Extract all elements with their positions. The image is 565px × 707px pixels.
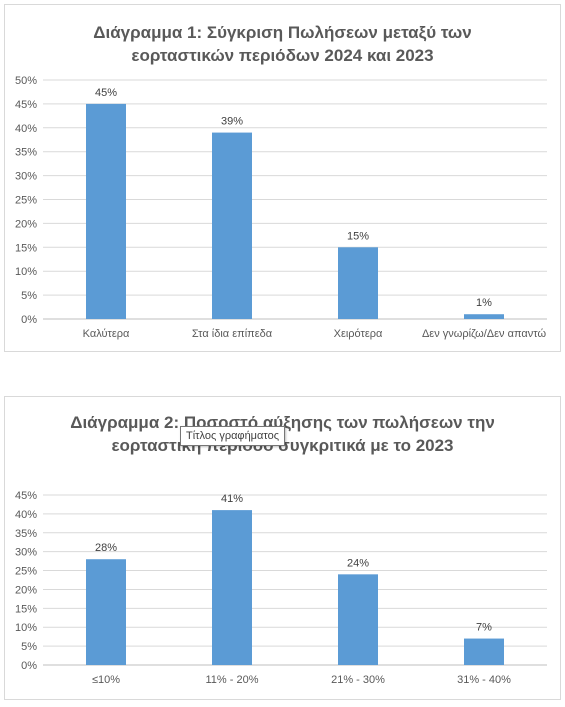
chart-2-data-label: 41% bbox=[221, 493, 243, 505]
chart-1-x-tick-label: Καλύτερα bbox=[83, 328, 130, 340]
chart-2-y-tick-label: 10% bbox=[15, 622, 37, 634]
chart-1-y-tick-label: 50% bbox=[15, 75, 37, 87]
chart-1-data-label: 15% bbox=[347, 230, 369, 242]
chart-1-bar[interactable] bbox=[212, 132, 252, 319]
chart-2-y-tick-label: 30% bbox=[15, 547, 37, 559]
chart-1-y-tick-label: 0% bbox=[21, 314, 37, 326]
chart-1-y-tick-label: 5% bbox=[21, 290, 37, 302]
chart-2-y-tick-label: 45% bbox=[15, 490, 37, 502]
chart-2-y-tick-label: 35% bbox=[15, 528, 37, 540]
chart-2[interactable]: Διάγραμμα 2: Ποσοστό αύξησης των πωλήσεω… bbox=[4, 396, 561, 700]
chart-2-data-label: 24% bbox=[347, 557, 369, 569]
chart-1-title[interactable]: Διάγραμμα 1: Σύγκριση Πωλήσεων μεταξύ τω… bbox=[5, 21, 560, 67]
chart-2-data-label: 7% bbox=[476, 622, 492, 634]
chart-2-y-tick-label: 20% bbox=[15, 584, 37, 596]
chart-1-x-tick-label: Χειρότερα bbox=[334, 328, 383, 340]
chart-1-y-tick-label: 25% bbox=[15, 195, 37, 207]
chart-2-x-tick-label: 21% - 30% bbox=[331, 674, 385, 686]
chart-1-title-line-2: εορταστικών περιόδων 2024 και 2023 bbox=[131, 46, 434, 65]
chart-2-x-tick-label: 11% - 20% bbox=[206, 674, 259, 686]
chart-2-title-line-1: Διάγραμμα 2: Ποσοστό αύξησης των πωλήσεω… bbox=[70, 413, 495, 432]
chart-2-y-tick-label: 25% bbox=[15, 566, 37, 578]
chart-1-data-label: 1% bbox=[476, 297, 492, 309]
chart-2-bar[interactable] bbox=[338, 574, 378, 665]
chart-1-title-line-1: Διάγραμμα 1: Σύγκριση Πωλήσεων μεταξύ τω… bbox=[93, 23, 472, 42]
chart-2-bar[interactable] bbox=[464, 638, 504, 665]
chart-1-y-tick-label: 45% bbox=[15, 99, 37, 111]
chart-2-data-label: 28% bbox=[95, 542, 117, 554]
chart-1-bar[interactable] bbox=[464, 314, 504, 319]
chart-1-bar[interactable] bbox=[338, 247, 378, 319]
chart-1-x-tick-label: Δεν γνωρίζω/Δεν απαντώ bbox=[422, 328, 547, 340]
chart-1-y-tick-label: 10% bbox=[15, 266, 37, 278]
chart-1-data-label: 39% bbox=[221, 116, 243, 128]
chart-1-data-label: 45% bbox=[95, 87, 117, 99]
chart-2-bar[interactable] bbox=[212, 510, 252, 665]
chart-title-tooltip: Τίτλος γραφήματος bbox=[180, 426, 285, 446]
chart-2-y-tick-label: 40% bbox=[15, 509, 37, 521]
chart-1[interactable]: Διάγραμμα 1: Σύγκριση Πωλήσεων μεταξύ τω… bbox=[4, 4, 561, 352]
chart-2-y-tick-label: 0% bbox=[21, 660, 37, 672]
chart-2-x-tick-label: 31% - 40% bbox=[457, 674, 511, 686]
chart-1-y-tick-label: 20% bbox=[15, 218, 37, 230]
chart-2-y-tick-label: 15% bbox=[15, 603, 37, 615]
chart-1-plot: 0% 5% 10% 15% 20% 25% 30% 35% 40% 45% 50% 45% Καλύτε… bbox=[15, 75, 547, 340]
chart-1-bar[interactable] bbox=[86, 103, 126, 320]
chart-1-x-tick-label: Στα ίδια επίπεδα bbox=[192, 328, 273, 340]
chart-1-y-tick-label: 30% bbox=[15, 171, 37, 183]
chart-1-y-tick-label: 15% bbox=[15, 242, 37, 254]
chart-2-bar[interactable] bbox=[86, 559, 126, 665]
chart-2-x-tick-label: ≤10% bbox=[92, 674, 120, 686]
chart-1-y-tick-label: 35% bbox=[15, 147, 37, 159]
chart-1-y-tick-label: 40% bbox=[15, 123, 37, 135]
chart-2-y-tick-label: 5% bbox=[21, 641, 37, 653]
chart-2-plot: 0% 5% 10% 15% 20% 25% 30% 35% 40% 45% 28% ≤10% 41% 11… bbox=[15, 490, 547, 686]
